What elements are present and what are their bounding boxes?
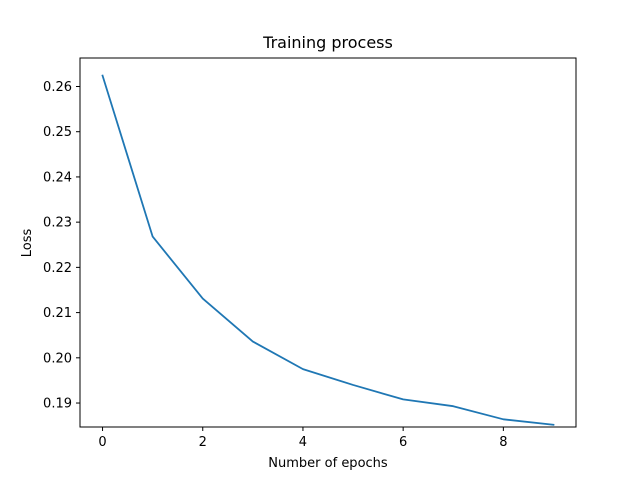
y-tick-label: 0.19	[43, 397, 72, 412]
y-axis: 0.19 0.20 0.21 0.22 0.23 0.24 0.25 0.26	[43, 80, 80, 412]
x-tick-label: 6	[399, 435, 407, 450]
x-axis-label: Number of epochs	[268, 456, 388, 471]
y-tick-label: 0.26	[43, 80, 72, 95]
y-tick-label: 0.20	[43, 351, 72, 366]
y-tick-label: 0.25	[43, 125, 72, 140]
y-tick-label: 0.24	[43, 170, 72, 185]
plot-series	[101, 74, 555, 426]
x-axis: 0 2 4 6 8	[98, 427, 507, 450]
x-tick-label: 2	[199, 435, 207, 450]
y-tick-label: 0.21	[43, 306, 72, 321]
y-tick-label: 0.22	[43, 261, 72, 276]
x-tick-label: 8	[499, 435, 507, 450]
plot-frame	[79, 57, 577, 428]
chart-title: Training process	[262, 33, 393, 52]
y-tick-label: 0.23	[43, 216, 72, 231]
y-axis-label: Loss	[20, 229, 35, 258]
x-tick-label: 0	[98, 435, 106, 450]
loss-series-line	[101, 74, 555, 426]
x-tick-label: 4	[299, 435, 307, 450]
